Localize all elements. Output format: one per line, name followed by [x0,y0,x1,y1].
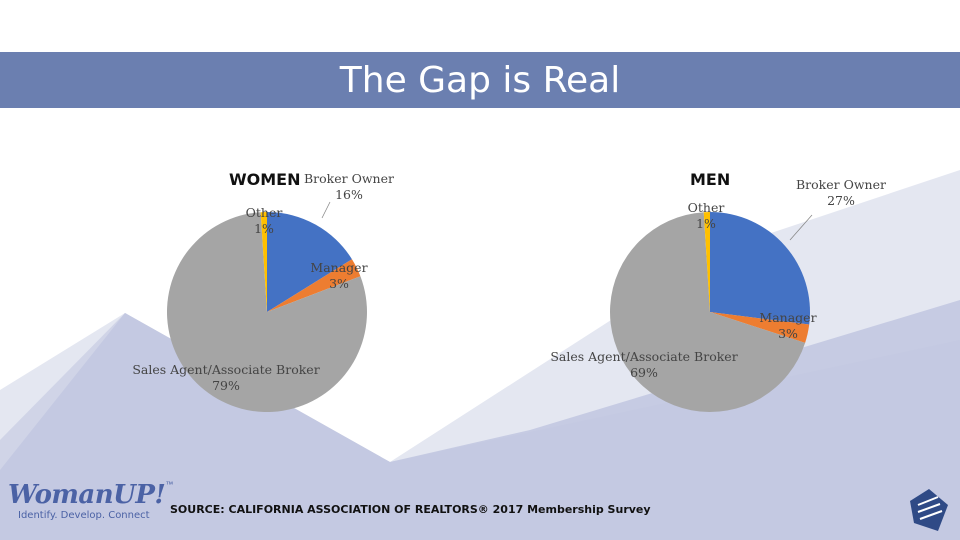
pie-slice-women-broker-owner [267,212,352,312]
leader-line-men [789,214,813,241]
data-label-women-manager: Manager 3% [310,260,367,291]
slide-title: The Gap is Real [339,60,621,101]
logo-wordmark: WomanUP! [8,480,166,510]
pie-slice-women-sales-agent-associate-broker [166,212,367,412]
pie-slice-men-manager [710,312,810,343]
leader-line-women [321,201,331,219]
data-label-men-broker-owner: Broker Owner 27% [796,177,886,208]
pie-slice-men-sales-agent-associate-broker [610,212,806,413]
data-label-women-broker-owner: Broker Owner 16% [304,171,394,202]
data-label-men-manager: Manager 3% [759,310,816,341]
womanup-logo: WomanUP!™ Identify. Develop. Connect [8,480,173,521]
logo-tm: ™ [165,480,174,489]
pie-slice-men-other [703,212,710,312]
pie-slice-women-manager [267,259,361,312]
corner-brand-icon [910,489,948,531]
data-label-women-other: Other 1% [246,205,283,236]
chart-title-men: MEN [690,170,731,189]
data-label-women-sales-agent-associate-broker: Sales Agent/Associate Broker 79% [132,362,319,393]
logo-tagline: Identify. Develop. Connect [18,510,150,521]
data-label-men-sales-agent-associate-broker: Sales Agent/Associate Broker 69% [550,349,737,380]
title-bar [0,52,960,108]
source-note: SOURCE: CALIFORNIA ASSOCIATION OF REALTO… [170,503,651,516]
pie-slice-men-broker-owner [710,212,810,325]
data-label-men-other: Other 1% [688,200,725,231]
pie-slice-women-other [260,212,267,312]
chart-title-women: WOMEN [229,170,301,189]
